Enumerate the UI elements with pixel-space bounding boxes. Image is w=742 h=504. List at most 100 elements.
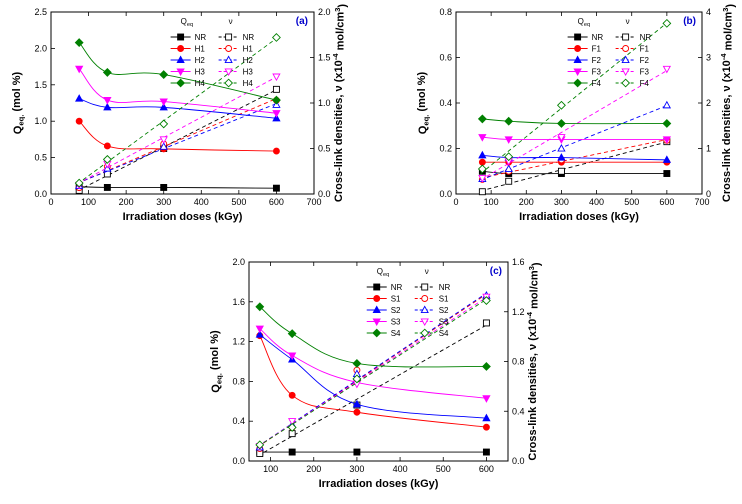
x-tick-label: 400 bbox=[194, 197, 209, 207]
y-tick-label-left: 2.5 bbox=[34, 7, 47, 17]
legend-label: F4 bbox=[592, 79, 602, 88]
nu-point-f3 bbox=[557, 134, 566, 142]
legend-marker-open bbox=[622, 45, 630, 52]
legend-marker bbox=[176, 55, 185, 64]
q-point-s3 bbox=[255, 325, 264, 334]
y-axis-title-left: Qeq.​ (mol %) bbox=[11, 71, 26, 134]
q-point-h3 bbox=[75, 65, 84, 74]
y-tick-label-right: 2.0 bbox=[318, 7, 331, 17]
y-tick-label-left: 0.4 bbox=[439, 98, 452, 108]
nu-point-h4 bbox=[74, 178, 84, 188]
legend-label: S4 bbox=[391, 329, 401, 338]
y-tick-label-right: 0.8 bbox=[512, 357, 525, 367]
legend-label: H1 bbox=[243, 45, 254, 54]
y-axis-right: 0.0 0.4 0.8 1.2 1.6 bbox=[504, 257, 525, 466]
nu-point-f3 bbox=[478, 175, 487, 183]
y-axis-left: 0.0 0.4 0.8 1.2 1.6 2.0 bbox=[232, 257, 253, 466]
q-point-nr bbox=[288, 448, 296, 456]
x-tick-label: 100 bbox=[263, 464, 278, 474]
legend-marker bbox=[176, 78, 186, 88]
nu-point-nr bbox=[557, 167, 565, 175]
q-point-h4 bbox=[102, 67, 112, 77]
legend-label: H3 bbox=[195, 68, 206, 77]
x-tick-label: 400 bbox=[589, 197, 604, 207]
legend-header-nu: ν bbox=[425, 267, 429, 276]
q-point-s3 bbox=[482, 395, 491, 403]
legend-label: NR bbox=[439, 283, 451, 292]
nu-fit-f2 bbox=[480, 105, 668, 181]
q-point-f4 bbox=[477, 114, 487, 124]
q-point-nr bbox=[103, 183, 111, 191]
nu-fit-h1 bbox=[77, 98, 277, 184]
nu-fit-h4 bbox=[77, 38, 277, 185]
q-point-nr bbox=[482, 448, 490, 456]
legend-marker bbox=[574, 45, 582, 52]
x-tick-label: 300 bbox=[349, 464, 364, 474]
x-tick-label: 700 bbox=[694, 197, 709, 207]
legend-label: F2 bbox=[640, 56, 650, 65]
legend-marker-open bbox=[420, 318, 429, 327]
q-point-s4 bbox=[352, 359, 362, 368]
legend-marker bbox=[176, 68, 185, 77]
q-point-s3 bbox=[288, 352, 297, 361]
nu-point-s3 bbox=[288, 418, 297, 426]
x-tick-label: 100 bbox=[81, 197, 96, 207]
legend-marker bbox=[373, 283, 381, 291]
legend-marker-open bbox=[420, 328, 430, 338]
y-tick-label-left: 1.6 bbox=[232, 297, 245, 307]
legend-marker-open bbox=[622, 33, 630, 41]
nu-point-f2 bbox=[504, 164, 513, 173]
legend-marker-open bbox=[224, 78, 234, 88]
q-curve-h1 bbox=[78, 120, 277, 152]
y-axis-right: 0 1 2 3 4 bbox=[698, 7, 711, 199]
legend-label: F2 bbox=[592, 56, 602, 65]
y-axis-title-right: Cross-link densities, ν (x10-4​ mol/cm3​… bbox=[719, 4, 736, 203]
legend-header-nu: ν bbox=[626, 17, 630, 26]
y-axis-title-left: Qeq.​ (mol %) bbox=[209, 330, 224, 393]
x-tick-label: 600 bbox=[659, 197, 674, 207]
x-axis-title: Irradiation doses (kGy) bbox=[319, 478, 439, 490]
y-tick-label-right: 0 bbox=[706, 189, 711, 199]
legend-label: S1 bbox=[391, 295, 401, 304]
nu-point-s4 bbox=[481, 296, 491, 305]
q-curve-s3 bbox=[259, 328, 487, 399]
y-tick-label-right: 1 bbox=[706, 144, 711, 154]
legend-marker-open bbox=[421, 283, 429, 291]
x-tick-label: 200 bbox=[519, 197, 534, 207]
legend-header-q: Qeq​ bbox=[181, 17, 193, 28]
legend-label: NR bbox=[391, 283, 403, 292]
q-curve-f2 bbox=[482, 154, 667, 161]
y-tick-label-right: 0.0 bbox=[512, 456, 525, 466]
y-tick-label-right: 1.0 bbox=[318, 98, 331, 108]
q-curve-f3 bbox=[482, 136, 667, 141]
y-axis-title-left: Qeq.​ (mol %) bbox=[416, 71, 431, 134]
legend-marker bbox=[574, 33, 582, 41]
series-group bbox=[477, 18, 672, 196]
nu-point-nr bbox=[482, 319, 490, 327]
q-curve-h2 bbox=[79, 98, 277, 119]
q-point-h2 bbox=[75, 94, 84, 102]
legend-label: H2 bbox=[243, 56, 254, 65]
q-point-f2 bbox=[662, 155, 672, 163]
q-point-nr bbox=[160, 183, 168, 191]
series-group bbox=[74, 33, 281, 194]
q-point-f2 bbox=[557, 153, 566, 161]
legend-label: H1 bbox=[195, 45, 206, 54]
y-tick-label-left: 1.5 bbox=[34, 80, 47, 90]
q-point-h1 bbox=[103, 142, 111, 150]
legend-label: H2 bbox=[195, 56, 206, 65]
nu-point-f4 bbox=[662, 18, 672, 28]
y-tick-label-right: 0.4 bbox=[512, 406, 525, 416]
y-tick-label-right: 2 bbox=[706, 98, 711, 108]
q-curve-s4 bbox=[259, 306, 487, 368]
nu-point-h3 bbox=[272, 73, 281, 82]
x-tick-label: 300 bbox=[554, 197, 569, 207]
legend-marker bbox=[372, 305, 381, 314]
x-tick-label: 500 bbox=[231, 197, 246, 207]
q-point-s2 bbox=[482, 413, 491, 422]
x-tick-label: 500 bbox=[436, 464, 451, 474]
nu-fit-nr bbox=[257, 324, 487, 457]
x-tick-label: 600 bbox=[269, 197, 284, 207]
y-tick-label-left: 0.5 bbox=[34, 153, 47, 163]
